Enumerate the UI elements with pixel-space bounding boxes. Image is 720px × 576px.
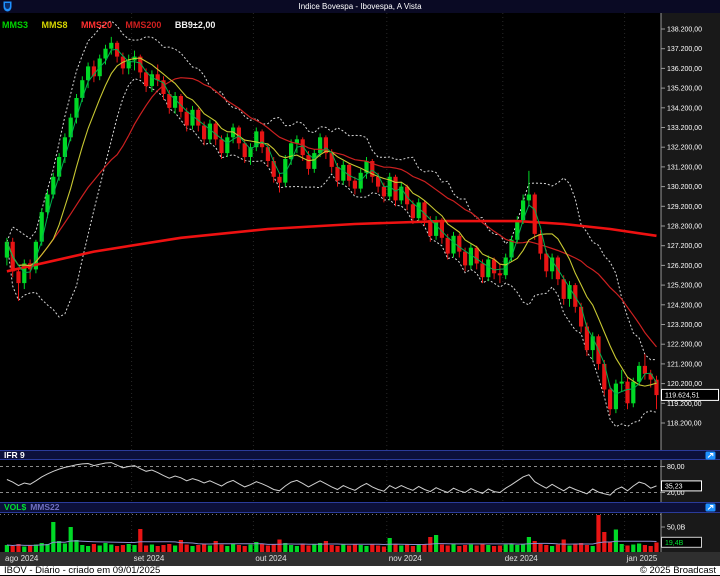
volume-panel-header: VOL$ MMS22 [0,502,720,513]
time-axis-label: dez 2024 [504,554,538,563]
svg-text:80,00: 80,00 [667,464,685,471]
svg-text:138.200,00: 138.200,00 [667,27,702,34]
svg-text:137.200,00: 137.200,00 [667,46,702,53]
legend-mms3[interactable]: MMS3 [2,20,29,30]
vol-value-box: 19,4B [661,536,702,548]
svg-text:123.200,00: 123.200,00 [667,322,702,329]
status-bar: IBOV - Diário - criado em 09/01/2025 © 2… [0,566,720,575]
svg-text:119.624,51: 119.624,51 [665,393,700,400]
time-axis: ago 2024 set 2024 out 2024 nov 2024 dez 2024… [0,552,720,566]
svg-text:118.200,00: 118.200,00 [667,421,702,428]
volume-bars[interactable] [4,515,659,552]
ifr-value-box: 35,23 [661,480,702,492]
vol-expand-icon[interactable] [705,503,716,512]
vol-mms22-line [6,540,657,547]
vol-ma-label[interactable]: MMS22 [30,502,60,512]
svg-text:131.200,00: 131.200,00 [667,164,702,171]
title-bar: Indice Bovespa - Ibovespa, A Vista [0,0,720,13]
ifr-expand-icon[interactable] [705,451,716,460]
time-axis-label: set 2024 [133,554,165,563]
legend-mms200[interactable]: MMS200 [125,20,162,30]
svg-text:19,4B: 19,4B [665,540,684,547]
svg-text:136.200,00: 136.200,00 [667,66,702,73]
time-axis-label: ago 2024 [5,554,39,563]
time-axis-label: nov 2024 [388,554,422,563]
svg-text:124.200,00: 124.200,00 [667,302,702,309]
svg-text:35,23: 35,23 [665,484,683,491]
ifr-panel-header: IFR 9 [0,450,720,460]
candlestick-chart[interactable]: 138.200,00 137.200,00 136.200,00 135.200,00… [0,13,720,450]
svg-text:130.200,00: 130.200,00 [667,184,702,191]
svg-text:20,00: 20,00 [667,490,685,497]
vol-title[interactable]: VOL$ [4,502,27,512]
ifr-title[interactable]: IFR 9 [4,449,25,460]
svg-text:121.200,00: 121.200,00 [667,361,702,368]
bollinger-bands [6,20,657,428]
svg-text:126.200,00: 126.200,00 [667,263,702,270]
legend-mms8[interactable]: MMS8 [41,20,68,30]
time-axis-label: jan 2025 [626,554,658,563]
svg-text:125.200,00: 125.200,00 [667,283,702,290]
svg-text:120.200,00: 120.200,00 [667,381,702,388]
svg-text:128.200,00: 128.200,00 [667,224,702,231]
legend-bb9[interactable]: BB9±2,00 [174,20,216,30]
svg-text:133.200,00: 133.200,00 [667,125,702,132]
status-right: © 2025 Broadcast [639,565,716,576]
svg-text:119.200,00: 119.200,00 [667,401,702,408]
svg-text:132.200,00: 132.200,00 [667,145,702,152]
svg-text:127.200,00: 127.200,00 [667,243,702,250]
mms200-line [6,219,657,273]
volume-chart[interactable]: 50,0B 19,4B [0,513,720,552]
indicator-legend: MMS3 MMS8 MMS20 MMS200 BB9±2,00 [2,15,224,30]
time-axis-label: out 2024 [255,554,287,563]
svg-text:129.200,00: 129.200,00 [667,204,702,211]
svg-text:134.200,00: 134.200,00 [667,105,702,112]
last-price-box: 119.624,51 [661,388,719,401]
y-axis-ticks: 138.200,00 137.200,00 136.200,00 135.200,00… [661,27,702,428]
status-left: IBOV - Diário - criado em 09/01/2025 [4,565,161,576]
svg-text:122.200,00: 122.200,00 [667,342,702,349]
mms3-line [6,48,657,395]
app-shield-icon [3,1,12,12]
svg-text:50,0B: 50,0B [667,525,686,532]
ifr-line [6,462,657,496]
svg-text:135.200,00: 135.200,00 [667,86,702,93]
window-title: Indice Bovespa - Ibovespa, A Vista [298,2,422,11]
legend-mms20[interactable]: MMS20 [80,20,112,30]
